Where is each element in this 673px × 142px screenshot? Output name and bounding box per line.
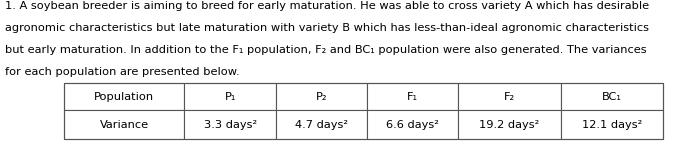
Text: Population: Population	[94, 92, 154, 102]
Bar	[561, 83, 663, 110]
Bar	[64, 83, 184, 110]
Bar	[64, 83, 663, 139]
Text: Variance: Variance	[100, 120, 149, 130]
Bar	[276, 110, 367, 139]
Bar	[367, 83, 458, 110]
Text: 19.2 days²: 19.2 days²	[479, 120, 540, 130]
Text: F₂: F₂	[504, 92, 515, 102]
Bar	[458, 110, 561, 139]
Text: 6.6 days²: 6.6 days²	[386, 120, 439, 130]
Bar	[561, 110, 663, 139]
Text: F₁: F₁	[407, 92, 418, 102]
Text: but early maturation. In addition to the F₁ population, F₂ and BC₁ population we: but early maturation. In addition to the…	[5, 45, 647, 55]
Text: 12.1 days²: 12.1 days²	[581, 120, 642, 130]
Text: for each population are presented below.: for each population are presented below.	[5, 67, 240, 77]
Text: agronomic characteristics but late maturation with variety B which has less-than: agronomic characteristics but late matur…	[5, 23, 649, 33]
Bar	[64, 110, 184, 139]
Text: 1. A soybean breeder is aiming to breed for early maturation. He was able to cro: 1. A soybean breeder is aiming to breed …	[5, 1, 649, 11]
Bar	[458, 83, 561, 110]
Bar	[276, 83, 367, 110]
Text: P₂: P₂	[316, 92, 327, 102]
Text: BC₁: BC₁	[602, 92, 622, 102]
Bar	[184, 110, 276, 139]
Bar	[367, 110, 458, 139]
Text: 3.3 days²: 3.3 days²	[203, 120, 256, 130]
Bar	[184, 83, 276, 110]
Text: P₁: P₁	[224, 92, 236, 102]
Text: 4.7 days²: 4.7 days²	[295, 120, 348, 130]
